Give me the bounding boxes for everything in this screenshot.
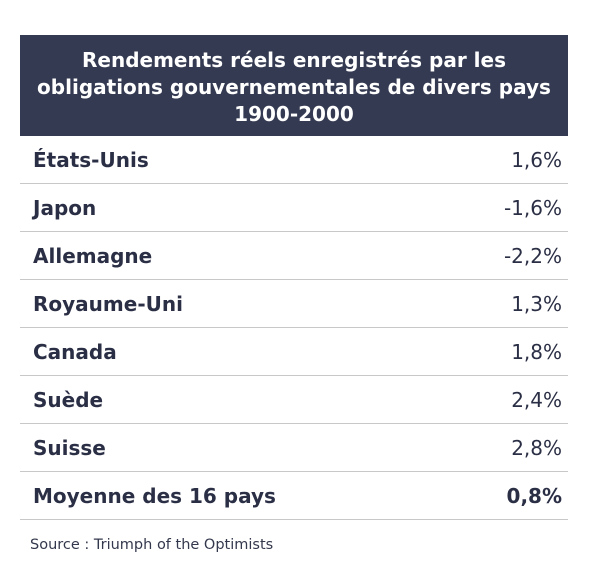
table-row: Canada 1,8% xyxy=(20,328,568,376)
table-body: États-Unis 1,6% Japon -1,6% Allemagne -2,2% Ro… xyxy=(20,136,568,472)
country-label: Japon xyxy=(33,195,97,220)
country-label: Canada xyxy=(33,339,117,364)
return-value: -2,2% xyxy=(503,243,562,268)
table-row: Japon -1,6% xyxy=(20,184,568,232)
return-value: 1,3% xyxy=(511,291,562,316)
returns-table: Rendements réels enregistrés par les obl… xyxy=(20,35,568,520)
table-row: Allemagne -2,2% xyxy=(20,232,568,280)
average-label: Moyenne des 16 pays xyxy=(33,483,276,508)
country-label: Suisse xyxy=(33,435,106,460)
return-value: -1,6% xyxy=(503,195,562,220)
table-title: Rendements réels enregistrés par les obl… xyxy=(20,35,568,136)
table-row: États-Unis 1,6% xyxy=(20,136,568,184)
country-label: Allemagne xyxy=(33,243,153,268)
table-row-average: Moyenne des 16 pays 0,8% xyxy=(20,472,568,520)
table-row: Suisse 2,8% xyxy=(20,424,568,472)
table-row: Suède 2,4% xyxy=(20,376,568,424)
return-value: 1,6% xyxy=(511,147,562,172)
country-label: États-Unis xyxy=(33,147,149,172)
return-value: 2,4% xyxy=(511,387,562,412)
return-value: 2,8% xyxy=(511,435,562,460)
table-row: Royaume-Uni 1,3% xyxy=(20,280,568,328)
country-label: Royaume-Uni xyxy=(33,291,183,316)
source-note: Source : Triumph of the Optimists xyxy=(30,537,274,553)
return-value: 1,8% xyxy=(511,339,562,364)
country-label: Suède xyxy=(33,387,104,412)
average-value: 0,8% xyxy=(506,483,562,508)
